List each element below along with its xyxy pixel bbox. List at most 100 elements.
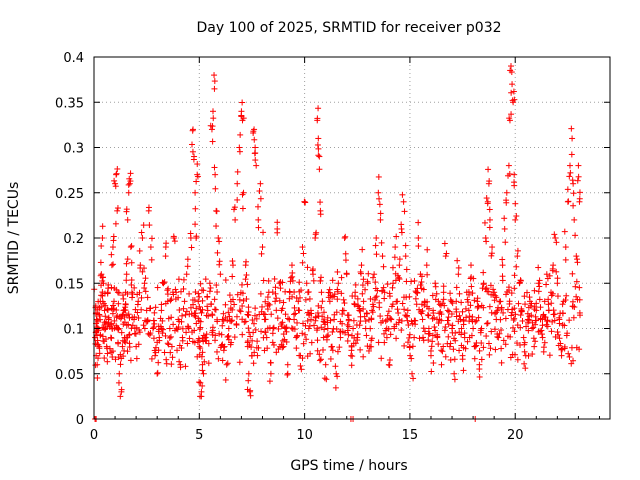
data-point (211, 72, 218, 79)
data-point (485, 166, 492, 173)
data-point (565, 198, 572, 205)
data-point (451, 356, 458, 363)
data-point (404, 317, 411, 324)
data-point (494, 307, 501, 314)
data-point (501, 215, 508, 222)
data-point (498, 359, 505, 366)
data-point (508, 312, 515, 319)
data-point (511, 285, 518, 292)
y-tick-label: 0.05 (55, 368, 84, 383)
data-point (272, 284, 279, 291)
data-point (102, 302, 109, 309)
data-point (314, 115, 321, 122)
data-point (326, 298, 333, 305)
data-point (242, 276, 249, 283)
data-point (513, 340, 520, 347)
data-point (483, 195, 490, 202)
data-point (445, 314, 452, 321)
data-point (299, 244, 306, 251)
data-point (294, 319, 301, 326)
data-point (221, 343, 228, 350)
data-point (160, 280, 167, 287)
data-point (566, 353, 573, 360)
data-point (141, 284, 148, 291)
data-point (568, 125, 575, 132)
data-point (323, 333, 330, 340)
data-point (190, 156, 197, 163)
data-point (303, 336, 310, 343)
data-point (248, 344, 255, 351)
data-point (528, 312, 535, 319)
data-point (304, 264, 311, 271)
data-point (104, 358, 111, 365)
data-point (97, 316, 104, 323)
data-point (381, 339, 388, 346)
data-point (116, 289, 123, 296)
data-point (398, 327, 405, 334)
data-point (511, 315, 518, 322)
data-point (268, 311, 275, 318)
data-point (367, 295, 374, 302)
data-point (152, 352, 159, 359)
data-point (212, 171, 219, 178)
data-point (164, 291, 171, 298)
data-point (548, 328, 555, 335)
data-point (441, 327, 448, 334)
data-point (445, 333, 452, 340)
data-point (249, 337, 256, 344)
data-point (108, 284, 115, 291)
data-point (350, 317, 357, 324)
data-point (464, 338, 471, 345)
data-point (342, 233, 349, 240)
data-point (100, 274, 107, 281)
data-point (465, 299, 472, 306)
data-point (444, 307, 451, 314)
data-point (115, 326, 122, 333)
data-point (211, 296, 218, 303)
data-point (535, 264, 542, 271)
data-point (517, 277, 524, 284)
data-point (551, 311, 558, 318)
data-point (300, 250, 307, 257)
data-point (161, 349, 168, 356)
data-point (571, 304, 578, 311)
data-point (252, 326, 259, 333)
data-point (143, 307, 150, 314)
data-point (144, 317, 151, 324)
data-point (413, 301, 420, 308)
data-point (401, 208, 408, 215)
data-point (174, 347, 181, 354)
data-point (475, 303, 482, 310)
data-point (487, 345, 494, 352)
data-point (224, 334, 231, 341)
data-point (226, 292, 233, 299)
data-point (284, 371, 291, 378)
data-point (439, 300, 446, 307)
data-point (423, 262, 430, 269)
data-point (380, 263, 387, 270)
data-point (569, 177, 576, 184)
data-point (185, 324, 192, 331)
data-point (473, 317, 480, 324)
data-point (247, 392, 254, 399)
data-point (239, 191, 246, 198)
data-point (514, 253, 521, 260)
data-point (370, 274, 377, 281)
data-point (211, 164, 218, 171)
data-point (189, 141, 196, 148)
data-point (236, 148, 243, 155)
data-point (124, 348, 131, 355)
data-point (348, 362, 355, 369)
data-point (410, 375, 417, 382)
data-point (477, 327, 484, 334)
data-point (314, 347, 321, 354)
data-point (108, 251, 115, 258)
data-point (301, 331, 308, 338)
data-point (171, 238, 178, 245)
data-point (354, 295, 361, 302)
data-point (502, 239, 509, 246)
data-point (230, 206, 237, 213)
data-point (380, 284, 387, 291)
data-point (140, 222, 147, 229)
data-point (159, 330, 166, 337)
